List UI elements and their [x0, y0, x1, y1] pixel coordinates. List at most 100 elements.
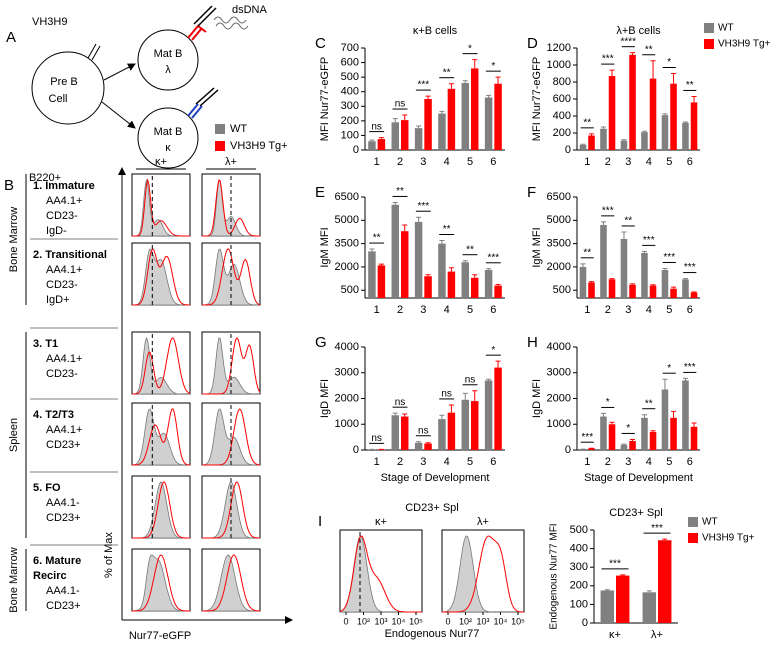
- cell-label: Mat B: [154, 126, 183, 138]
- histogram-tg: [132, 554, 190, 612]
- significance-label: ns: [395, 99, 406, 110]
- x-tick-label: 4: [646, 456, 652, 468]
- significance-label: ***: [684, 362, 696, 373]
- cell-label: κ: [165, 142, 171, 154]
- y-tick-label: 1000: [547, 59, 571, 71]
- bar: [600, 416, 607, 450]
- column-header: B220+: [29, 172, 61, 184]
- error-bar: [416, 441, 422, 443]
- x-tick-label: 1: [584, 156, 590, 168]
- bar: [391, 204, 399, 298]
- y-axis-label: IgM MFI: [319, 227, 331, 267]
- bar: [447, 412, 456, 450]
- stage-marker: CD23+: [46, 439, 81, 451]
- bar: [661, 270, 669, 298]
- receptor: [195, 87, 219, 107]
- x-tick-label: 5: [467, 304, 473, 316]
- error-bar: [580, 143, 586, 145]
- x-tick-label: 10⁵: [511, 616, 525, 626]
- y-tick-label: 600: [341, 56, 359, 68]
- bar: [658, 540, 672, 623]
- x-tick-label: 3: [625, 456, 631, 468]
- bar: [484, 270, 493, 298]
- bar: [620, 140, 628, 150]
- stage-marker: AA4.1+: [46, 264, 82, 276]
- panel-title: CD23+ Spl: [405, 502, 459, 514]
- group-label: Bone Marrow: [8, 207, 20, 272]
- significance-label: ***: [684, 262, 696, 273]
- y-tick-label: 300: [341, 100, 359, 112]
- x-tick-label: 3: [420, 456, 426, 468]
- bar: [401, 416, 409, 450]
- error-bar: [646, 590, 652, 593]
- mat-b-kappa: [137, 107, 199, 169]
- y-tick-label: 4000: [335, 341, 359, 353]
- mat-b-lambda: [137, 29, 199, 91]
- histogram-tg: [132, 481, 190, 539]
- stage-marker: CD23-: [46, 279, 78, 291]
- antigen-label: dsDNA: [232, 4, 268, 16]
- error-bar: [691, 291, 697, 293]
- histogram-tg: [202, 554, 261, 612]
- bar: [484, 97, 493, 150]
- bar: [661, 115, 669, 150]
- x-tick-label: 6: [490, 304, 496, 316]
- significance-label: **: [686, 80, 694, 91]
- y-axis-label: IgM MFI: [531, 227, 543, 267]
- error-bar: [448, 404, 454, 413]
- error-bar: [378, 137, 384, 140]
- error-bar: [439, 414, 445, 420]
- y-tick-label: 0: [565, 444, 571, 456]
- error-bar: [600, 412, 606, 417]
- y-tick-label: 200: [341, 115, 359, 127]
- y-tick-label: 0: [353, 144, 359, 156]
- significance-label: *: [491, 61, 495, 72]
- bar: [461, 399, 469, 450]
- y-tick-label: 200: [553, 127, 571, 139]
- stage-marker: CD23-: [46, 368, 78, 380]
- error-bar: [671, 286, 677, 289]
- legend-label: WT: [702, 517, 718, 528]
- legend-label: WT: [718, 23, 734, 34]
- column-header: λ+: [477, 516, 489, 528]
- stage-name: 4. T2/T3: [33, 409, 74, 421]
- diagram: A VH3H9 Pre B Cell Mat B λ dsDNA Mat B κ: [6, 4, 268, 169]
- x-tick-label: 5: [666, 304, 672, 316]
- error-bar: [662, 267, 668, 271]
- histogram-tg: [132, 337, 191, 395]
- chart-title: κ+B cells: [413, 25, 458, 37]
- y-tick-label: 100: [341, 129, 359, 141]
- significance-label: **: [645, 398, 653, 409]
- error-bar: [662, 378, 668, 390]
- legend-label: VH3H9 Tg+: [718, 39, 771, 50]
- stage-name: Recirc: [33, 570, 67, 582]
- bar: [579, 266, 587, 298]
- histogram-tg: [202, 481, 260, 539]
- error-bar: [392, 201, 398, 205]
- bar: [641, 252, 648, 298]
- error-bar: [425, 442, 431, 444]
- x-tick-label: 6: [687, 156, 693, 168]
- error-bar: [402, 224, 408, 232]
- stage-marker: CD23-: [46, 210, 78, 222]
- cell-label: λ: [165, 64, 171, 76]
- significance-label: ***: [609, 558, 621, 569]
- x-tick-label: 10³: [476, 616, 489, 626]
- error-bar: [369, 139, 375, 142]
- legend-swatch: [688, 533, 698, 543]
- error-bar: [621, 139, 627, 141]
- y-tick-label: 300: [570, 561, 588, 573]
- bar: [579, 144, 587, 150]
- significance-label: ****: [620, 36, 636, 47]
- significance-label: **: [624, 216, 632, 227]
- bar: [608, 279, 616, 298]
- column-header: κ+: [375, 516, 387, 528]
- x-tick-label: λ+: [651, 629, 663, 641]
- y-tick-label: 1000: [547, 418, 571, 430]
- bar: [600, 128, 607, 150]
- significance-label: *: [606, 397, 610, 408]
- bar: [414, 442, 423, 450]
- x-tick-label: 2: [397, 156, 403, 168]
- significance-label: ***: [651, 523, 663, 534]
- histogram-wt: [132, 248, 190, 306]
